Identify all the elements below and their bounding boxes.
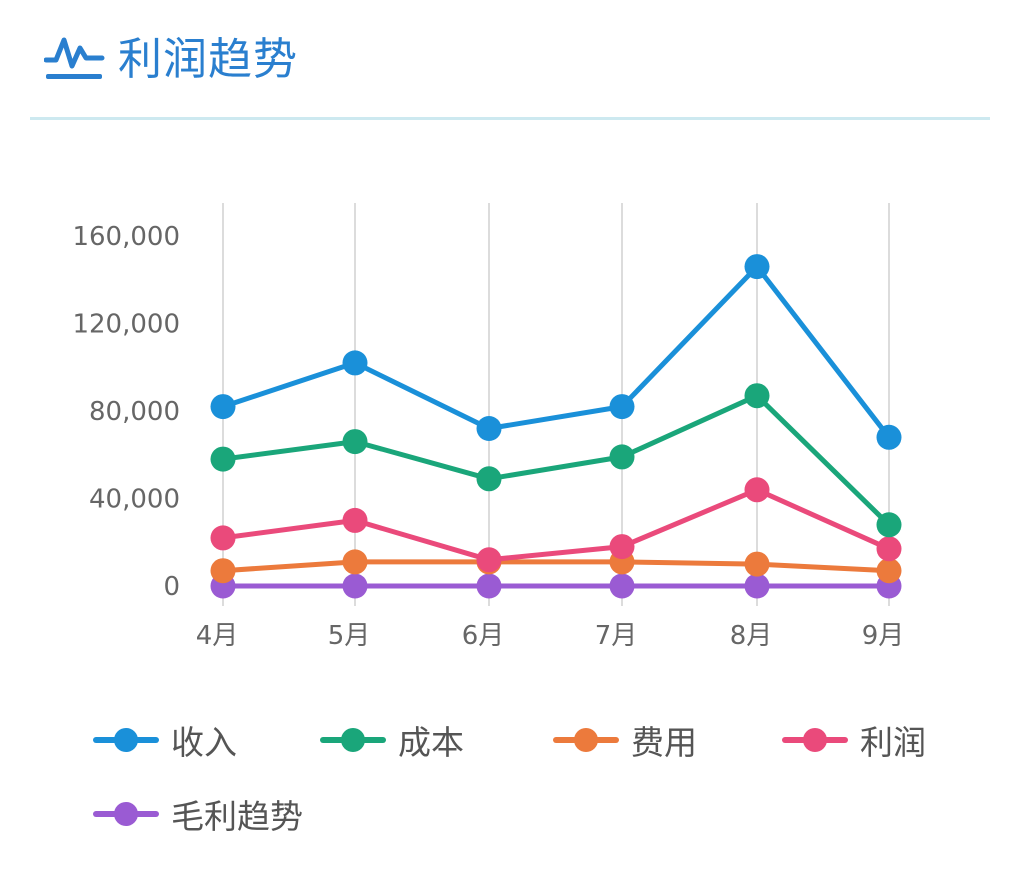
x-axis: 4月 5月 6月 7月 8月 9月: [196, 621, 905, 651]
chart-legend: 收入 成本 费用 利润 毛利趋势: [0, 700, 1020, 870]
data-point-series2-3[interactable]: [476, 466, 502, 492]
data-point-series4-6[interactable]: [876, 536, 902, 562]
data-point-series3-5[interactable]: [744, 551, 770, 577]
header-divider: [30, 117, 990, 120]
chart-title: 利润趋势: [118, 34, 298, 85]
data-point-series1-3[interactable]: [476, 416, 502, 441]
chart-header: 利润趋势: [0, 0, 1020, 120]
data-point-series5-4[interactable]: [609, 573, 635, 599]
data-point-series4-3[interactable]: [476, 547, 502, 573]
legend-swatch-revenue: [93, 720, 159, 760]
legend-dot: [574, 728, 598, 752]
y-tick-label: 120,000: [72, 310, 180, 340]
x-tick-label: 5月: [328, 621, 371, 651]
y-axis: 0 40,000 80,000 120,000 160,000: [72, 222, 180, 602]
y-tick-label: 80,000: [89, 397, 180, 427]
legend-dot: [341, 728, 365, 752]
data-point-series1-4[interactable]: [609, 394, 635, 420]
legend-item-profit[interactable]: 利润: [782, 710, 926, 770]
series-points: [210, 254, 902, 599]
series-lines: [220, 264, 892, 589]
legend-label-profit: 利润: [860, 723, 926, 762]
grid-lines: [222, 203, 890, 606]
legend-swatch-gross-margin-trend: [93, 794, 159, 834]
series-line-3: [220, 559, 892, 574]
legend-swatch-cost: [320, 720, 386, 760]
data-point-series1-1[interactable]: [210, 394, 236, 420]
series-line-2: [220, 393, 892, 528]
data-point-series2-5[interactable]: [744, 383, 770, 409]
data-point-series5-5[interactable]: [744, 573, 770, 599]
x-tick-label: 9月: [862, 621, 905, 651]
legend-item-cost[interactable]: 成本: [320, 710, 464, 770]
legend-item-revenue[interactable]: 收入: [93, 710, 237, 770]
data-point-series1-2[interactable]: [342, 350, 368, 376]
y-tick-label: 40,000: [89, 485, 180, 515]
activity-line-icon: [44, 37, 105, 79]
legend-dot: [114, 802, 138, 826]
legend-label-revenue: 收入: [171, 723, 237, 762]
data-point-series5-3[interactable]: [476, 573, 502, 599]
data-point-series2-1[interactable]: [210, 446, 236, 472]
data-point-series2-4[interactable]: [609, 444, 635, 470]
data-point-series5-2[interactable]: [342, 573, 368, 599]
legend-item-expense[interactable]: 费用: [553, 710, 697, 770]
data-point-series3-2[interactable]: [342, 549, 368, 575]
series-line-4: [220, 487, 892, 563]
series-line-1: [220, 264, 892, 440]
data-point-series3-6[interactable]: [876, 558, 902, 584]
data-point-series4-1[interactable]: [210, 525, 236, 551]
x-tick-label: 6月: [462, 621, 505, 651]
data-point-series1-6[interactable]: [876, 424, 902, 450]
data-point-series4-2[interactable]: [342, 507, 368, 533]
legend-dot: [803, 728, 827, 752]
x-tick-label: 7月: [595, 621, 638, 651]
legend-dot: [114, 728, 138, 752]
legend-label-gross-margin-trend: 毛利趋势: [171, 797, 303, 836]
legend-item-gross-margin-trend[interactable]: 毛利趋势: [93, 784, 303, 844]
legend-swatch-expense: [553, 720, 619, 760]
x-tick-label: 8月: [730, 621, 773, 651]
y-tick-label: 160,000: [72, 222, 180, 252]
line-chart: 0 40,000 80,000 120,000 160,000 4月 5月 6月 7月 8月 9月: [72, 203, 905, 651]
x-tick-label: 4月: [196, 621, 239, 651]
data-point-series2-6[interactable]: [876, 512, 902, 538]
y-tick-label: 0: [163, 572, 180, 602]
data-point-series3-1[interactable]: [210, 558, 236, 584]
legend-swatch-profit: [782, 720, 848, 760]
legend-label-expense: 费用: [631, 723, 697, 762]
legend-label-cost: 成本: [398, 723, 464, 762]
data-point-series4-4[interactable]: [609, 534, 635, 560]
data-point-series1-5[interactable]: [744, 254, 770, 280]
data-point-series4-5[interactable]: [744, 477, 770, 503]
data-point-series2-2[interactable]: [342, 429, 368, 455]
